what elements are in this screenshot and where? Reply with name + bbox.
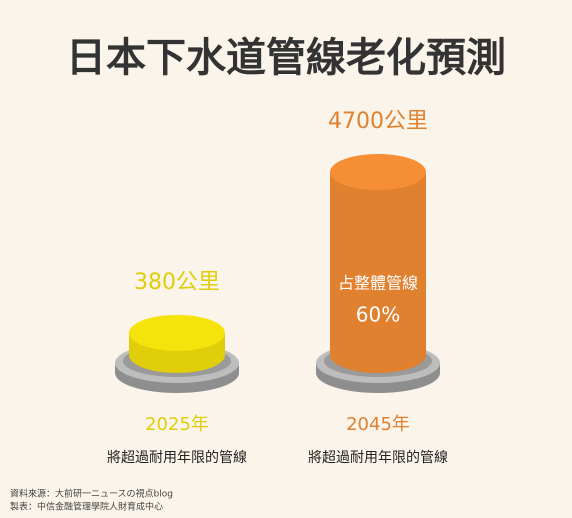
cylinder	[330, 172, 426, 355]
value-label: 380公里	[134, 270, 220, 295]
category-label: 2045年	[346, 414, 410, 435]
annotation-text: 占整體管線	[338, 274, 418, 293]
category-note: 將超過耐用年限的管線	[107, 450, 247, 466]
value-label: 4700公里	[328, 109, 428, 134]
cylinder-top	[129, 314, 225, 351]
cylinder-top	[330, 154, 426, 190]
category-label: 2025年	[145, 414, 209, 435]
chart-title: 日本下水道管線老化預測	[66, 35, 506, 81]
source: 資料來源：大前研一ニュースの視点blog	[10, 488, 173, 500]
category-note: 將超過耐用年限的管線	[308, 450, 448, 466]
annotation-value: 60%	[356, 303, 400, 327]
source: 製表：中信金融管理學院人財育成中心	[10, 501, 163, 513]
